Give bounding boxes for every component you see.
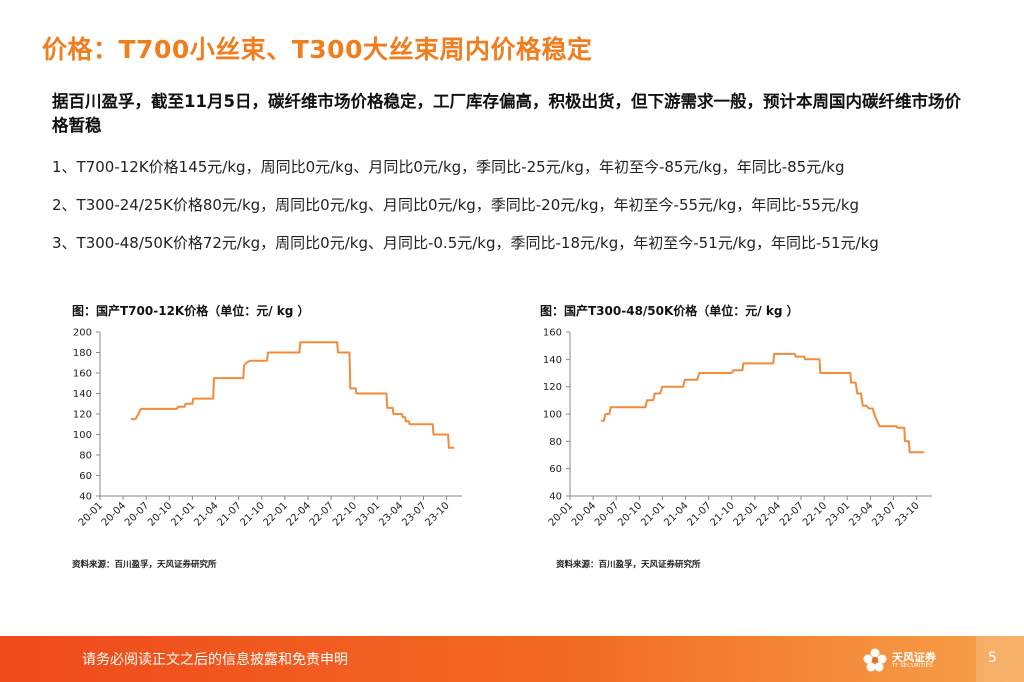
x-tick-label: 22-07 [308,500,336,528]
y-tick-label: 160 [73,369,92,380]
bullet-t300-48k: 3、T300-48/50K价格72元/kg，周同比0元/kg、月同比-0.5元/… [52,234,879,252]
x-tick-label: 20-10 [616,500,644,528]
chart-2-source: 资料来源：百川盈孚，天风证券研究所 [556,560,701,570]
x-tick-label: 23-04 [377,500,405,528]
footer-bar: 请务必阅读正文之后的信息披露和免责申明 天风证券 TF SECURITIES [0,636,1024,682]
y-tick-label: 40 [79,492,92,503]
y-tick-label: 100 [73,430,92,441]
logo-name: 天风证券 [892,651,936,664]
x-tick-label: 23-01 [824,500,852,528]
y-tick-label: 60 [549,464,562,475]
x-tick-label: 23-04 [847,500,875,528]
y-tick-label: 140 [543,355,562,366]
x-tick-label: 21-01 [639,500,667,528]
price-series-line [130,341,455,449]
x-tick-label: 22-04 [755,500,783,528]
bullet-t300-24k: 2、T300-24/25K价格80元/kg，周同比0元/kg、月同比0元/kg，… [52,196,860,214]
x-tick-label: 20-01 [77,500,105,528]
summary-text: 据百川盈孚，截至11月5日，碳纤维市场价格稳定，工厂库存偏高，积极出货，但下游需… [52,92,961,135]
x-tick-label: 23-10 [893,500,921,528]
x-tick-label: 20-04 [100,500,128,528]
brand-logo: 天风证券 TF SECURITIES [862,645,952,675]
x-tick-label: 23-07 [400,500,428,528]
chart-2-title: 图：国产T300-48/50K价格（单位：元/ kg ） [540,304,799,318]
x-tick-label: 21-10 [709,500,737,528]
x-tick-label: 20-10 [146,500,174,528]
x-tick-label: 22-01 [262,500,290,528]
bullet-t700: 1、T700-12K价格145元/kg，周同比0元/kg、月同比0元/kg，季同… [52,158,845,176]
x-tick-label: 20-07 [593,500,621,528]
x-tick-label: 21-10 [239,500,267,528]
chart-2-t300-48k-price: 40608010012014016020-0120-0420-0720-1021… [543,328,932,529]
page-number-box [976,636,1024,682]
x-tick-label: 22-10 [331,500,359,528]
flower-logo-icon [863,648,887,672]
y-tick-label: 200 [73,328,92,339]
x-tick-label: 21-04 [192,500,220,528]
x-tick-label: 20-07 [123,500,151,528]
page-number: 5 [988,650,997,666]
y-tick-label: 80 [549,437,562,448]
x-tick-label: 22-01 [732,500,760,528]
x-tick-label: 22-07 [778,500,806,528]
x-tick-label: 21-07 [685,500,713,528]
chart-1-title: 图：国产T700-12K价格（单位：元/ kg ） [72,304,310,318]
y-tick-label: 160 [543,328,562,339]
chart-1-t700-12k-price: 40608010012014016018020020-0120-0420-072… [73,328,462,529]
page-title: 价格：T700小丝束、T300大丝束周内价格稳定 [42,35,593,64]
x-tick-label: 20-04 [570,500,598,528]
x-tick-label: 21-01 [169,500,197,528]
y-tick-label: 180 [73,348,92,359]
x-tick-label: 21-04 [662,500,690,528]
y-tick-label: 100 [543,410,562,421]
x-tick-label: 23-10 [423,500,451,528]
y-tick-label: 120 [543,382,562,393]
x-tick-label: 23-07 [870,500,898,528]
x-tick-label: 23-01 [354,500,382,528]
footer-disclaimer: 请务必阅读正文之后的信息披露和免责申明 [82,652,348,668]
y-tick-label: 40 [549,492,562,503]
y-tick-label: 80 [79,451,92,462]
x-tick-label: 22-04 [285,500,313,528]
logo-subtitle: TF SECURITIES [892,663,933,669]
chart-1-source: 资料来源：百川盈孚，天风证券研究所 [72,560,217,570]
x-tick-label: 20-01 [547,500,575,528]
x-tick-label: 21-07 [215,500,243,528]
price-series-line [600,352,925,454]
y-tick-label: 60 [79,471,92,482]
x-tick-label: 22-10 [801,500,829,528]
y-tick-label: 120 [73,410,92,421]
y-tick-label: 140 [73,389,92,400]
